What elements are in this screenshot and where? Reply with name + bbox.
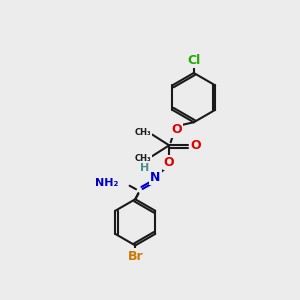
Text: N: N bbox=[150, 171, 160, 184]
Text: CH₃: CH₃ bbox=[135, 128, 152, 137]
Text: Cl: Cl bbox=[187, 54, 200, 67]
Text: O: O bbox=[172, 123, 182, 136]
Text: Br: Br bbox=[128, 250, 143, 263]
Text: CH₃: CH₃ bbox=[135, 154, 152, 163]
Text: NH₂: NH₂ bbox=[95, 178, 118, 188]
Text: O: O bbox=[190, 139, 201, 152]
Text: O: O bbox=[164, 156, 175, 169]
Text: H: H bbox=[140, 164, 149, 173]
